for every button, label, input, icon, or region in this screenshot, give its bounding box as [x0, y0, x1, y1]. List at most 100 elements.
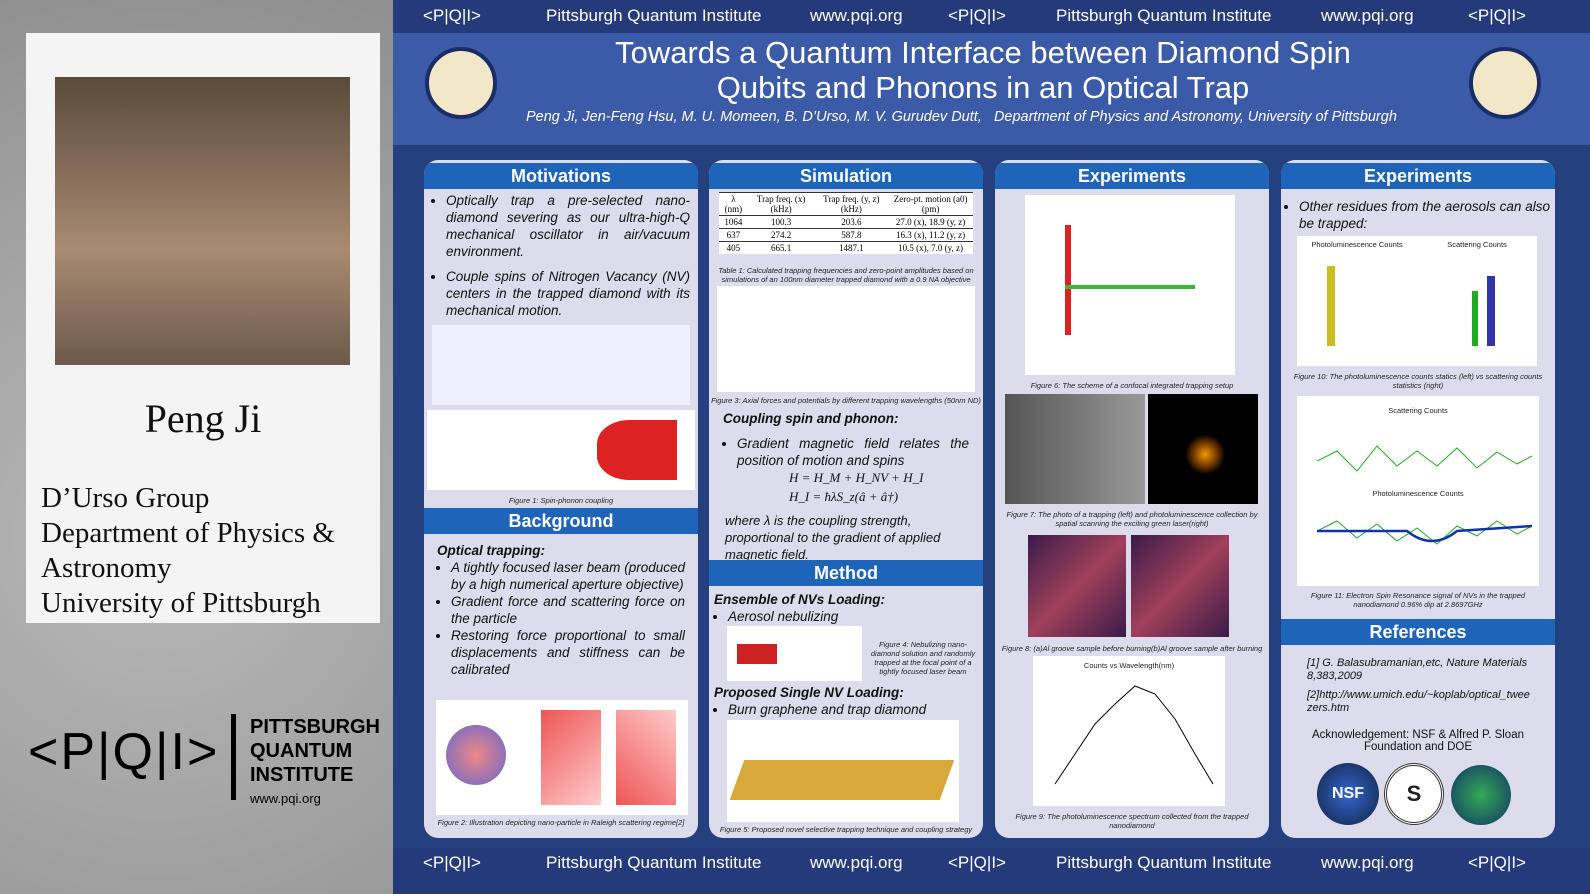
plot-title: Photoluminescence Counts: [1311, 240, 1403, 249]
table-cell: 637: [719, 228, 748, 242]
subheading: Coupling spin and phonon:: [723, 411, 899, 426]
line: D’Urso Group: [41, 482, 210, 514]
figure: [717, 286, 975, 392]
bullet: Gradient force and scattering force on t…: [451, 593, 685, 627]
caption: Figure 2: Illustration depicting nano-pa…: [437, 818, 685, 827]
title-line: Qubits and Phonons in an Optical Trap: [716, 70, 1250, 105]
pqi-mark: <P|Q|I>: [28, 723, 220, 781]
section-heading: Experiments: [995, 163, 1269, 189]
table-cell: 1487.1: [814, 241, 889, 254]
table-cell: 100.3: [747, 215, 815, 229]
caption: Figure 6: The scheme of a confocal integ…: [1030, 381, 1234, 390]
table-cell: 16.3 (x), 11.2 (y, z): [888, 228, 973, 242]
table-cell: 587.8: [814, 228, 889, 242]
method-list: Burn graphene and trap diamond: [714, 701, 974, 718]
section-heading: Simulation: [709, 163, 983, 189]
table-cell: Zero-pt. motion (a0) (pm): [888, 192, 973, 216]
section-heading: Method: [709, 560, 983, 586]
bullet: A tightly focused laser beam (produced b…: [451, 559, 685, 593]
line: Department of Physics &: [41, 517, 335, 549]
seal: [1469, 47, 1541, 119]
figure: Photoluminescence Counts Scattering Coun…: [1297, 236, 1537, 366]
section-heading: Experiments: [1281, 163, 1555, 189]
figure: [1005, 394, 1145, 504]
caption: Figure 10: The photoluminescence counts …: [1293, 372, 1543, 390]
column: Simulation λ (nm) Trap freq. (x) (kHz) Tra…: [709, 160, 983, 838]
table-row: λ (nm) Trap freq. (x) (kHz) Trap freq. (y,…: [719, 192, 973, 216]
logo: S: [1384, 763, 1444, 825]
bullet: Optically trap a pre-selected nano-diamo…: [446, 192, 690, 260]
strip-logo: <P|Q|I>: [423, 6, 481, 25]
strip-logo: <P|Q|I>: [1468, 6, 1526, 25]
divider: [231, 714, 236, 800]
figure: Scattering Counts Photoluminescence Coun…: [1297, 396, 1539, 586]
background-list: A tightly focused laser beam (produced b…: [437, 559, 685, 678]
table-cell: 203.6: [814, 215, 889, 229]
presenter-photo: [55, 77, 350, 365]
experiments-list: Other residues from the aerosols can als…: [1285, 198, 1550, 232]
formula: H = H_M + H_NV + H_I: [789, 470, 924, 485]
subheading: Ensemble of NVs Loading:: [714, 592, 886, 607]
strip-text: Pittsburgh Quantum Institute: [546, 6, 762, 25]
bullet: Burn graphene and trap diamond: [728, 701, 974, 718]
line: PITTSBURGH: [250, 716, 380, 738]
strip-url: www.pqi.org: [1321, 853, 1414, 872]
table-cell: 665.1: [747, 241, 815, 254]
reference: [2]http://www.umich.edu/~koplab/optical_…: [1307, 689, 1530, 714]
strip-url: www.pqi.org: [810, 853, 903, 872]
table-cell: 274.2: [747, 228, 815, 242]
caption: Figure 5: Proposed novel selective trapp…: [719, 825, 973, 834]
logo: NSF: [1317, 763, 1379, 825]
figure: [727, 626, 862, 681]
logo: [1451, 765, 1511, 825]
line: QUANTUM: [250, 740, 353, 762]
plot: [1317, 445, 1532, 545]
caption: Figure 9: The photoluminescence spectrum…: [1015, 812, 1249, 830]
caption: Figure 1: Spin-phonon coupling: [508, 496, 614, 505]
title-line: Towards a Quantum Interface between Diam…: [615, 35, 1351, 70]
bullet: Restoring force proportional to small di…: [451, 627, 685, 678]
bullet: Couple spins of Nitrogen Vacancy (NV) ce…: [446, 268, 690, 319]
table-box: λ (nm) Trap freq. (x) (kHz) Trap freq. (y,…: [719, 192, 973, 254]
acknowledgement: Acknowledgement: NSF & Alfred P. Sloan F…: [1311, 729, 1524, 753]
seal: [425, 47, 497, 119]
strip-logo: <P|Q|I>: [948, 853, 1006, 872]
column: Experiments Figure 6: The scheme of a co…: [995, 160, 1269, 838]
table-cell: λ (nm): [719, 192, 748, 216]
presenter-name: Peng Ji: [144, 396, 262, 441]
reference-list: [1] G. Balasubramanian,etc, Nature Mater…: [1307, 657, 1532, 715]
figure: [436, 700, 688, 815]
strip-url: www.pqi.org: [810, 6, 903, 25]
affiliation: Department of Physics and Astronomy, Uni…: [993, 109, 1397, 125]
section-heading: References: [1281, 619, 1555, 645]
presenter-card: Peng Ji D’Urso Group Department of Physi…: [26, 33, 380, 623]
caption: Table 1: Calculated trapping frequencies…: [718, 266, 974, 284]
formula: H_I = ħλS_z(â + â†): [789, 489, 899, 504]
figure: [427, 410, 695, 490]
motivation-list: Optically trap a pre-selected nano-diamo…: [432, 192, 690, 319]
plot-title: Scattering Counts: [1388, 406, 1448, 415]
poster-title: Towards a Quantum Interface between Diam…: [513, 35, 1453, 105]
column: Experiments Other residues from the aero…: [1281, 160, 1555, 838]
figure: [1028, 535, 1126, 637]
bullet: Gradient magnetic field relates the posi…: [737, 435, 969, 469]
strip-text: Pittsburgh Quantum Institute: [546, 853, 762, 872]
table-cell: 10.5 (x), 7.0 (y, z): [888, 241, 973, 254]
bullet: Aerosol nebulizing: [728, 608, 974, 625]
coupling-list: Gradient magnetic field relates the posi…: [723, 435, 969, 469]
plot-title: Photoluminescence Counts: [1372, 489, 1464, 498]
method-list: Aerosol nebulizing: [714, 608, 974, 625]
figure: [432, 325, 690, 405]
figure: [1025, 195, 1235, 375]
bullet: Other residues from the aerosols can als…: [1299, 198, 1550, 232]
subheading: Proposed Single NV Loading:: [714, 685, 904, 700]
line: INSTITUTE: [250, 764, 354, 786]
line: Astronomy: [41, 552, 172, 584]
table-cell: 1064: [719, 215, 748, 229]
caption: Figure 3: Axial forces and potentials by…: [711, 396, 981, 405]
pqi-name: PITTSBURGH QUANTUM INSTITUTE www.pqi.org: [250, 715, 380, 811]
table-cell: 405: [719, 241, 748, 254]
reference: [1] G. Balasubramanian,etc, Nature Mater…: [1307, 657, 1528, 682]
table-cell: 27.0 (x), 18.9 (y, z): [888, 215, 973, 229]
